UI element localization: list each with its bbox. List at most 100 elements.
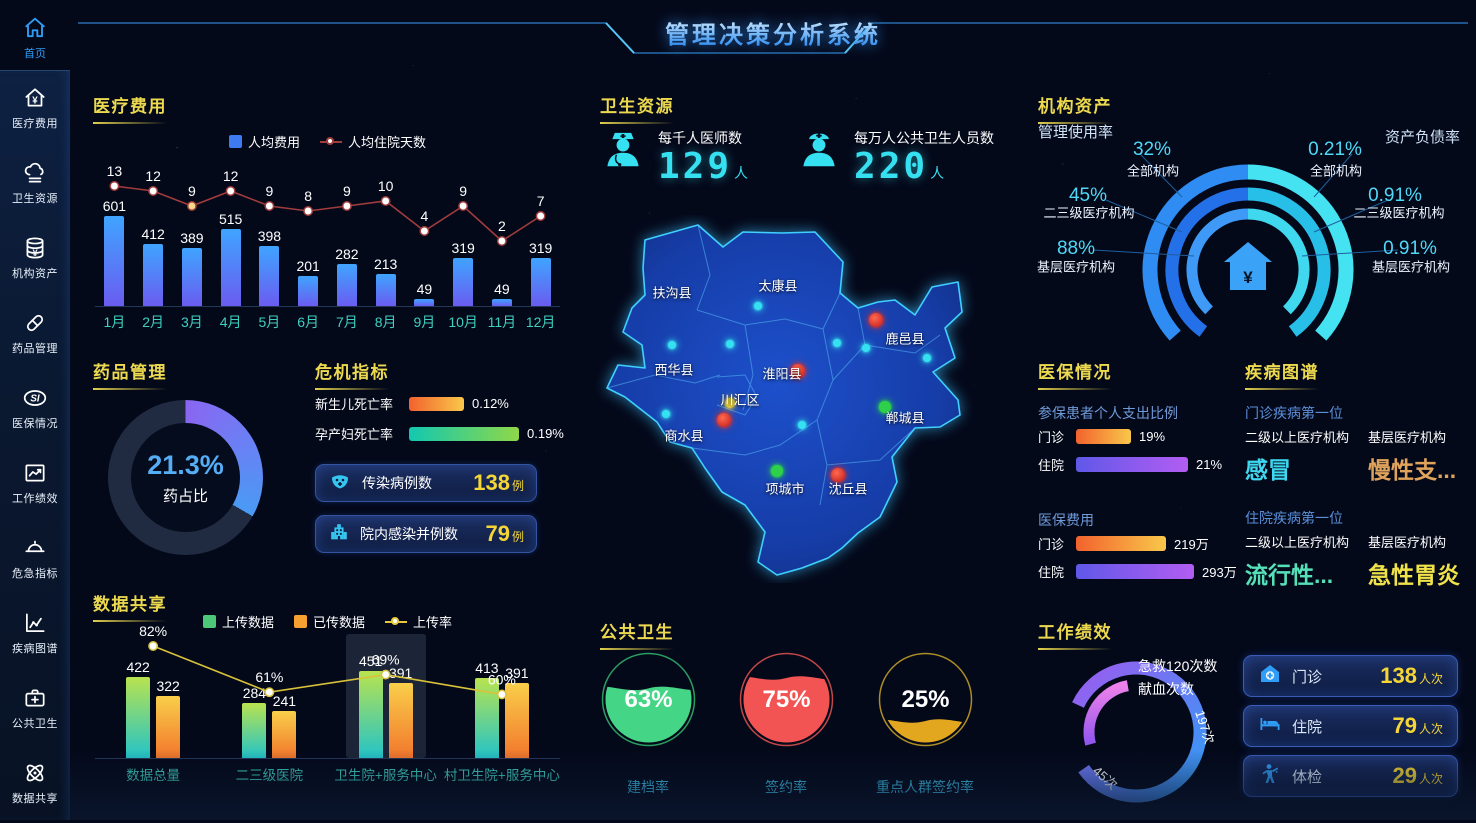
- crisis-card-label: 传染病例数: [362, 475, 432, 491]
- gauge-right-title: 资产负债率: [1384, 129, 1460, 146]
- org-assets-gauge: 管理使用率 资产负债率 ¥32% 全部机构 45% 二三级医疗机构 88% 基层医疗机构 0…: [1037, 115, 1460, 350]
- map-dot-yellow: [725, 398, 735, 408]
- hospital-icon: [328, 521, 350, 548]
- visit-card: 住院 79 人次: [1243, 705, 1458, 747]
- map-dot-cyan: [798, 421, 806, 429]
- insurance-bar-value: 19%: [1139, 429, 1166, 444]
- sidebar-item-3[interactable]: ¥ 机构资产: [0, 221, 70, 296]
- share-icon: [22, 760, 48, 786]
- svg-text:SI: SI: [30, 393, 40, 404]
- map-district-label: 川汇区: [720, 392, 760, 408]
- resource-stat: 每千人医师数 129 人: [600, 126, 748, 206]
- map-district-label: 太康县: [758, 278, 798, 294]
- svg-text:¥: ¥: [32, 96, 38, 107]
- bar-value-label: 422: [126, 658, 150, 675]
- svg-text:4: 4: [420, 208, 428, 224]
- disease-name: 流行性...: [1245, 562, 1334, 588]
- svg-text:12: 12: [145, 168, 161, 184]
- insurance-group-label: 参保患者个人支出比例: [1038, 405, 1178, 421]
- sidebar-item-10[interactable]: 数据共享: [0, 745, 70, 820]
- insurance-group-label: 医保费用: [1038, 512, 1094, 528]
- clinic-icon: [1258, 662, 1282, 691]
- liquid-circle-label: 重点人群签约率: [876, 779, 974, 795]
- bar: [298, 275, 319, 306]
- work-perf-legend-label: 献血次数: [1138, 681, 1194, 697]
- doctor-icon: [600, 126, 646, 177]
- visit-card-label: 门诊: [1292, 668, 1323, 686]
- resource-stat-text: 每千人医师数 129 人: [658, 126, 748, 186]
- resource-stat-label: 每万人公共卫生人员数: [854, 130, 995, 146]
- crisis-card-unit: 例: [511, 479, 524, 493]
- bar: [181, 247, 202, 306]
- bar-value-label: 319: [528, 240, 553, 257]
- section-title-insurance: 医保情况: [1038, 358, 1112, 390]
- bar: [358, 670, 383, 758]
- insurance-panel: 参保患者个人支出比例 门诊 19% 住院 21% 医保费用 门诊 219万 住院 293万: [1038, 403, 1243, 588]
- map-dot-red: [717, 413, 731, 427]
- svg-text:8: 8: [304, 188, 312, 204]
- sidebar-item-7[interactable]: 危急指标: [0, 520, 70, 595]
- legend-item: 人均住院天数: [320, 132, 426, 151]
- sidebar-item-1[interactable]: ¥ 医疗费用: [0, 71, 70, 146]
- sidebar-item-label: 危急指标: [12, 567, 58, 580]
- visit-card-value-wrap: 138 人次: [1380, 663, 1443, 689]
- donut-center: 21.3% 药占比: [108, 400, 263, 555]
- section-title-health-resources: 卫生资源: [600, 92, 674, 124]
- gauge-pct: 32%: [1132, 139, 1172, 160]
- legend-swatch: [228, 135, 242, 148]
- drug-ratio-donut: 21.3% 药占比: [108, 400, 263, 555]
- visit-card-value: 138: [1380, 663, 1417, 688]
- insurance-bar-label: 住院: [1038, 458, 1065, 473]
- insurance-bar-row: 门诊 219万: [1038, 534, 1209, 553]
- svg-text:25%: 25%: [901, 686, 949, 713]
- map-dot-red: [869, 313, 883, 327]
- map-district-label: 淮阳县: [762, 366, 802, 382]
- crisis-bar: [409, 426, 519, 441]
- svg-text:12: 12: [223, 168, 239, 184]
- category-label: 卫生院+服务中心: [334, 768, 437, 783]
- resource-stat-value-row: 220 人: [854, 148, 994, 186]
- gauge-label: 基层医疗机构: [1371, 259, 1451, 275]
- bar-value-label: 451: [358, 652, 383, 669]
- category-label: 5月: [258, 314, 281, 330]
- gauge-pct: 0.91%: [1383, 238, 1437, 259]
- map-dot-cyan: [662, 410, 670, 418]
- visit-card: 门诊 138 人次: [1243, 655, 1458, 697]
- svg-text:13: 13: [107, 163, 123, 179]
- disease-group-label: 门诊疾病第一位: [1245, 405, 1343, 421]
- liquid-circle-label: 签约率: [765, 779, 807, 795]
- sidebar-item-5[interactable]: SI 医保情况: [0, 371, 70, 446]
- visit-card-unit: 人次: [1418, 672, 1443, 686]
- resource-stat-unit: 人: [734, 165, 749, 181]
- bar: [414, 298, 435, 306]
- gauge-pct: 0.91%: [1368, 185, 1422, 206]
- sidebar-item-home[interactable]: 首页: [0, 6, 70, 68]
- sidebar-item-label: 公共卫生: [12, 717, 58, 730]
- sidebar-item-9[interactable]: 公共卫生: [0, 670, 70, 745]
- bar: [375, 274, 396, 306]
- category-label: 12月: [525, 314, 556, 330]
- sidebar-item-label: 医疗费用: [12, 118, 58, 131]
- sidebar-item-2[interactable]: 卫生资源: [0, 146, 70, 221]
- sidebar-item-4[interactable]: 药品管理: [0, 296, 70, 371]
- resource-stat-value: 220: [854, 146, 929, 187]
- bar: [104, 215, 125, 306]
- map-dot-cyan: [726, 340, 734, 348]
- bar-value-label: 49: [416, 280, 433, 297]
- gauge-pct: 0.21%: [1308, 139, 1362, 160]
- sidebar-item-8[interactable]: 疾病图谱: [0, 595, 70, 670]
- category-label: 1月: [103, 314, 126, 330]
- legend-swatch: [202, 615, 216, 628]
- sidebar-item-6[interactable]: 工作绩效: [0, 446, 70, 521]
- bar-value-label: 213: [373, 256, 398, 273]
- visit-card-value: 29: [1392, 763, 1417, 788]
- bar: [242, 703, 267, 758]
- bar-value-label: 284: [242, 685, 267, 702]
- map-dot-red: [791, 364, 805, 378]
- asset-house-icon: ¥: [1224, 242, 1272, 290]
- alarm-icon: [22, 535, 48, 561]
- visit-stat-cards: 门诊 138 人次 住院 79 人次 体检 29 人次: [1243, 655, 1458, 805]
- category-label: 9月: [413, 314, 436, 330]
- category-label: 二三级医院: [235, 768, 304, 783]
- crisis-bar-label: 孕产妇死亡率: [315, 427, 394, 442]
